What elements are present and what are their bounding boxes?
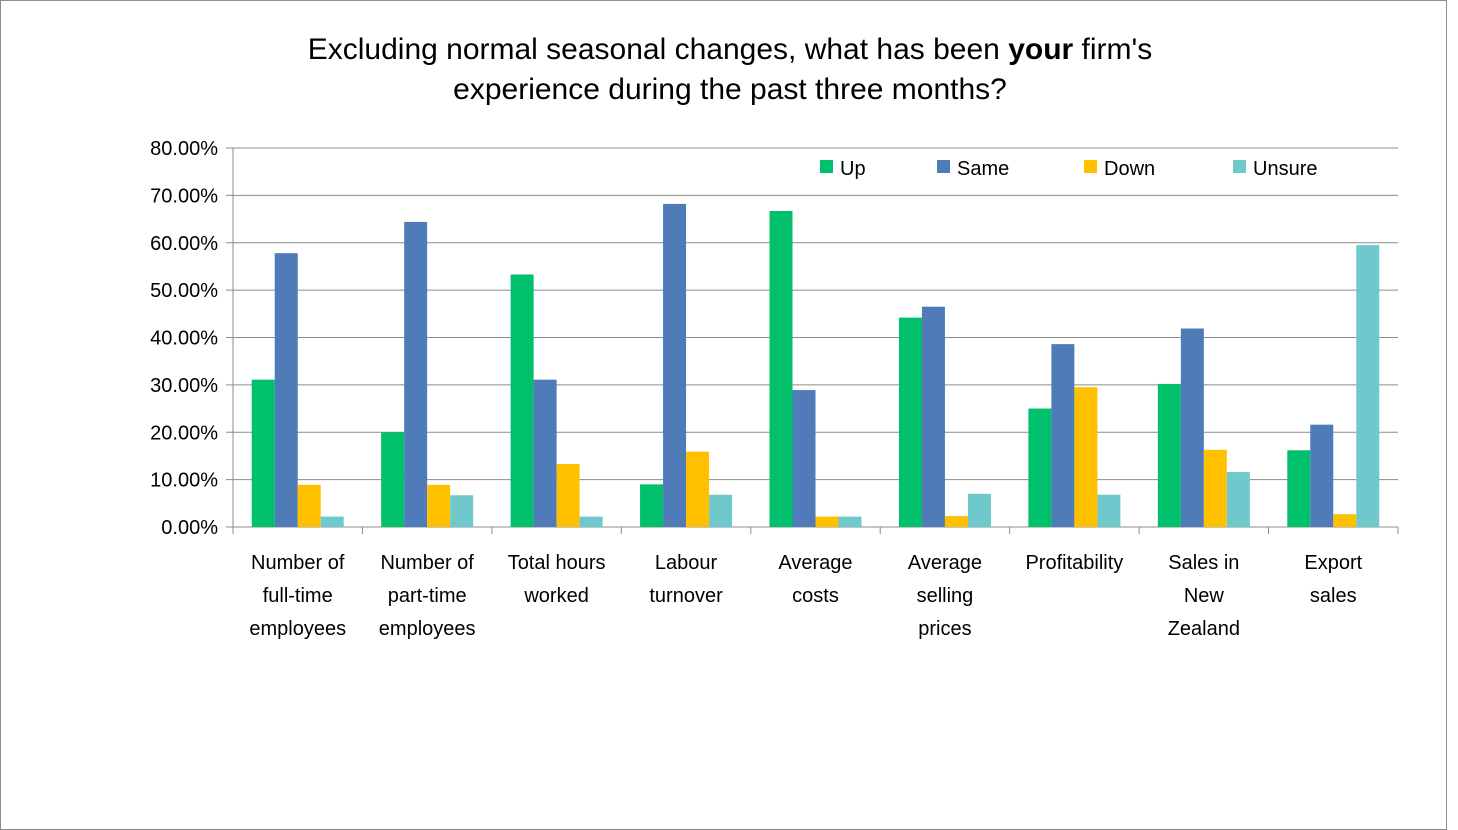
bar-down: [1333, 514, 1357, 527]
y-tick-label: 20.00%: [150, 422, 218, 444]
bar-same: [533, 379, 557, 527]
bar-same: [1310, 424, 1334, 527]
bar-unsure: [1226, 472, 1250, 527]
y-tick-label: 40.00%: [150, 328, 218, 350]
bar-unsure: [967, 493, 991, 527]
bar-down: [686, 451, 710, 527]
bar-up: [898, 317, 922, 527]
x-category-label: prices: [918, 618, 971, 640]
chart-title: Excluding normal seasonal changes, what …: [150, 30, 1310, 110]
x-category-label: Average: [908, 552, 982, 574]
legend-label-unsure: Unsure: [1253, 158, 1317, 180]
bar-same: [663, 203, 687, 527]
bar-same: [1051, 344, 1075, 527]
bar-unsure: [709, 494, 733, 527]
legend-label-down: Down: [1104, 158, 1155, 180]
bar-unsure: [1356, 245, 1380, 527]
bar-same: [921, 306, 945, 527]
bar-same: [792, 390, 816, 527]
x-category-label: employees: [249, 618, 346, 640]
x-category-label: Export: [1304, 552, 1362, 574]
bar-down: [944, 516, 968, 527]
y-tick-label: 70.00%: [150, 185, 218, 207]
bar-up: [381, 432, 405, 527]
bar-unsure: [838, 516, 862, 527]
legend-swatch-same: [937, 160, 950, 173]
bar-up: [251, 379, 275, 527]
bar-up: [1028, 408, 1052, 527]
x-category-label: Labour: [655, 552, 718, 574]
y-tick-label: 50.00%: [150, 280, 218, 302]
y-tick-label: 80.00%: [150, 138, 218, 160]
bar-up: [640, 484, 664, 527]
y-tick-label: 10.00%: [150, 470, 218, 492]
legend-label-same: Same: [957, 158, 1009, 180]
x-category-label: worked: [523, 585, 588, 607]
chart-title-emphasis: your: [1008, 33, 1074, 66]
bar-unsure: [450, 495, 474, 527]
bar-up: [1287, 450, 1311, 527]
bar-down: [297, 484, 321, 527]
x-category-label: Profitability: [1025, 552, 1123, 574]
bar-unsure: [1097, 494, 1121, 527]
x-category-label: sales: [1310, 585, 1357, 607]
y-tick-label: 0.00%: [161, 517, 218, 539]
bar-same: [1180, 328, 1204, 527]
chart-title-line2: experience during the past three months?: [453, 73, 1007, 106]
y-tick-label: 30.00%: [150, 375, 218, 397]
x-category-label: Number of: [380, 552, 474, 574]
bar-up: [769, 211, 793, 528]
x-category-label: turnover: [649, 585, 723, 607]
x-category-label: employees: [379, 618, 476, 640]
x-category-label: Zealand: [1168, 618, 1240, 640]
legend-swatch-up: [820, 160, 833, 173]
x-category-label: full-time: [263, 585, 333, 607]
bar-same: [274, 253, 298, 528]
bar-down: [556, 463, 580, 527]
bar-down: [427, 484, 451, 527]
legend-label-up: Up: [840, 158, 866, 180]
chart-title-part1: Excluding normal seasonal changes, what …: [307, 33, 1009, 66]
chart-title-part2: firm's: [1073, 33, 1153, 66]
x-category-label: Sales in: [1168, 552, 1239, 574]
x-category-label: costs: [792, 585, 839, 607]
x-category-label: selling: [917, 585, 974, 607]
x-category-label: Average: [778, 552, 852, 574]
legend-swatch-unsure: [1233, 160, 1246, 173]
y-tick-label: 60.00%: [150, 233, 218, 255]
bar-unsure: [579, 516, 603, 527]
bar-unsure: [320, 516, 344, 527]
bar-up: [1157, 383, 1181, 527]
bar-up: [510, 274, 534, 527]
x-category-label: Number of: [251, 552, 345, 574]
legend-swatch-down: [1084, 160, 1097, 173]
bar-same: [404, 221, 428, 527]
x-category-label: Total hours: [508, 552, 606, 574]
x-category-label: New: [1184, 585, 1225, 607]
bar-down: [1074, 387, 1098, 527]
bar-down: [1203, 449, 1227, 527]
x-category-label: part-time: [388, 585, 467, 607]
bar-down: [815, 516, 839, 527]
